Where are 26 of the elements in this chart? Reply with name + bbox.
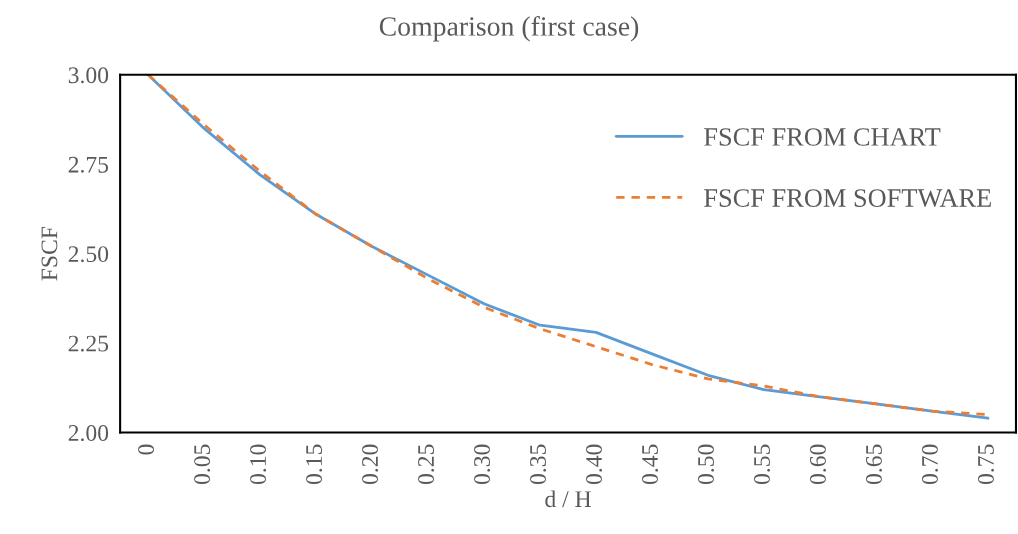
x-tick-label: 0.10 <box>250 444 267 485</box>
x-tick-label: 0.25 <box>418 444 435 485</box>
legend-label: FSCF FROM SOFTWARE <box>704 189 991 208</box>
y-tick-label: 2.00 <box>68 425 109 442</box>
y-tick-label: 2.25 <box>68 335 109 352</box>
x-axis-title: d / H <box>545 490 591 508</box>
x-tick-label: 0.50 <box>698 444 715 485</box>
legend-label: FSCF FROM CHART <box>704 128 941 146</box>
y-axis-title: FSCF <box>41 226 58 281</box>
x-tick-label: 0.65 <box>865 444 882 485</box>
y-tick-label: 2.50 <box>68 246 109 263</box>
x-tick-label: 0.35 <box>530 444 547 485</box>
x-tick-label: 0.05 <box>194 444 211 485</box>
x-tick-label: 0.20 <box>362 444 379 485</box>
x-tick-label: 0.30 <box>474 444 491 485</box>
y-tick-label: 2.75 <box>68 156 109 173</box>
x-tick-label: 0.70 <box>921 444 938 485</box>
y-tick-label: 3.00 <box>68 67 109 84</box>
x-tick-label: 0.60 <box>809 444 827 485</box>
x-tick-label: 0.40 <box>586 444 603 485</box>
x-tick-label: 0.45 <box>642 444 659 485</box>
chart-title: Comparison (first case) <box>379 16 639 42</box>
x-tick-label: 0.55 <box>753 444 771 485</box>
x-tick-label: 0 <box>138 444 155 455</box>
x-tick-label: 0.75 <box>977 444 994 485</box>
x-tick-label: 0.15 <box>306 444 323 485</box>
